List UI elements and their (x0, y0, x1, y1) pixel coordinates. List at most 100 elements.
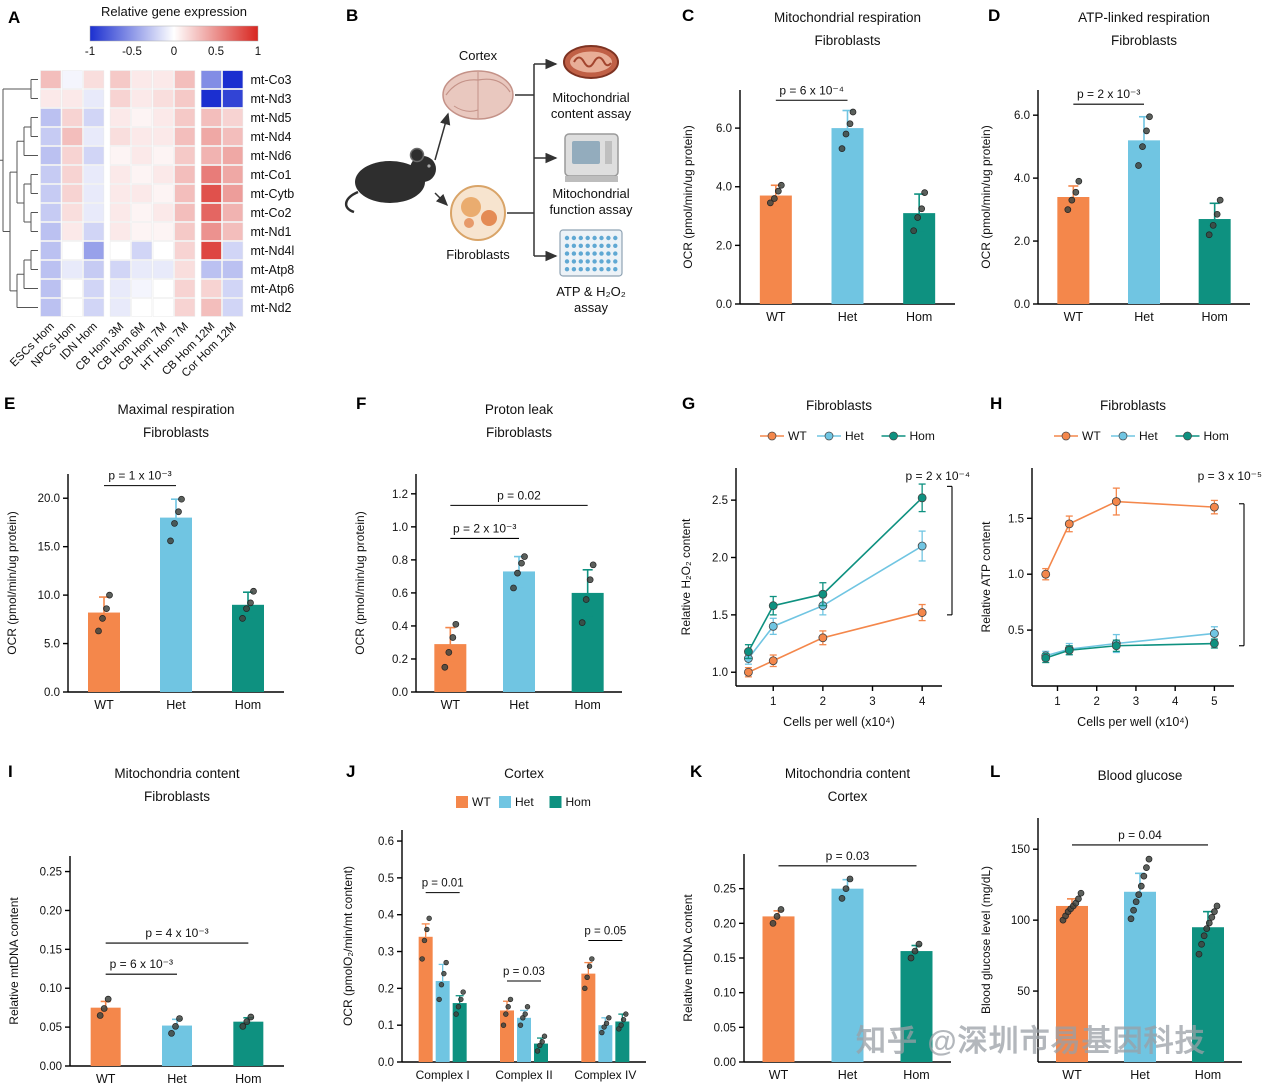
svg-text:0.15: 0.15 (40, 944, 62, 956)
svg-text:2.0: 2.0 (1014, 236, 1030, 248)
chart-K: 0.00 0.05 0.10 0.15 0.20 0.25 Relative mtDNA c… (681, 766, 951, 1082)
fibroblasts-label: Fibroblasts (446, 247, 510, 262)
svg-text:10.0: 10.0 (38, 590, 60, 602)
panel-h-chart: 0.5 1.0 1.5 Relative ATP content Fibroblasts… (976, 390, 1268, 755)
svg-text:mt-Nd6: mt-Nd6 (251, 149, 292, 163)
chart-J: 0.0 0.1 0.2 0.3 0.4 0.5 0.6 OCR (pmolO₂/min/mt … (341, 766, 646, 1082)
svg-text:Het: Het (838, 1068, 858, 1082)
arrow-mouse-to-cortex (434, 112, 451, 161)
svg-text:WT: WT (766, 310, 786, 324)
svg-text:3: 3 (1133, 696, 1139, 708)
svg-text:Het: Het (845, 429, 864, 443)
svg-text:2.0: 2.0 (712, 552, 728, 564)
watermark: 知乎 @深圳市易基因科技 (856, 1025, 1206, 1058)
svg-text:WT: WT (472, 795, 491, 809)
arrow-mouse-to-fibroblasts (434, 192, 449, 207)
svg-text:Het: Het (1139, 429, 1158, 443)
svg-text:Fibroblasts: Fibroblasts (143, 425, 209, 440)
svg-text:0.20: 0.20 (40, 905, 62, 917)
svg-text:mt-Nd4l: mt-Nd4l (251, 244, 295, 258)
svg-text:20.0: 20.0 (38, 493, 60, 505)
svg-text:0.6: 0.6 (392, 588, 408, 600)
svg-text:Cortex: Cortex (504, 766, 544, 781)
svg-text:Proton leak: Proton leak (485, 402, 554, 417)
svg-text:mt-Nd4: mt-Nd4 (251, 130, 292, 144)
function-assay-label-1: Mitochondrial (552, 186, 629, 201)
svg-text:mt-Atp6: mt-Atp6 (251, 282, 295, 296)
well-plate-icon (559, 229, 623, 277)
analyzer-icon (564, 133, 619, 182)
svg-text:2: 2 (1094, 696, 1100, 708)
svg-text:0.2: 0.2 (392, 654, 408, 666)
svg-text:-0.5: -0.5 (122, 46, 142, 58)
workflow-diagram: Mitochondrial content assay Mitochondria… (345, 45, 633, 315)
svg-text:Relative H₂O₂ content: Relative H₂O₂ content (679, 518, 693, 635)
svg-text:0.0: 0.0 (392, 687, 408, 699)
svg-text:5: 5 (1211, 696, 1217, 708)
svg-text:Fibroblasts: Fibroblasts (486, 425, 552, 440)
svg-text:WT: WT (441, 698, 461, 712)
svg-text:0.4: 0.4 (378, 910, 395, 922)
function-assay-label-2: function assay (549, 202, 633, 217)
svg-text:4: 4 (919, 696, 926, 708)
panel-letter-i: I (8, 762, 13, 781)
panel-letter-l: L (990, 762, 1001, 781)
svg-text:Relative gene expression: Relative gene expression (101, 4, 247, 19)
svg-text:mt-Atp8: mt-Atp8 (251, 263, 295, 277)
brain-icon (442, 70, 514, 120)
svg-text:mt-Nd1: mt-Nd1 (251, 225, 292, 239)
svg-text:p = 4 x 10⁻³: p = 4 x 10⁻³ (145, 926, 208, 940)
svg-text:1.0: 1.0 (392, 522, 408, 534)
svg-text:OCR (pmol/min/ug protein): OCR (pmol/min/ug protein) (353, 511, 367, 654)
panel-g-chart: 1.0 1.5 2.0 2.5 Relative H₂O₂ content Fibrobl… (676, 390, 976, 755)
svg-text:p = 6 x 10⁻³: p = 6 x 10⁻³ (110, 957, 173, 971)
chart-I: 0.00 0.05 0.10 0.15 0.20 0.25 Relative mtDNA c… (7, 766, 284, 1086)
content-assay-label-1: Mitochondrial (552, 90, 629, 105)
svg-text:p = 3 x 10⁻⁵: p = 3 x 10⁻⁵ (1198, 469, 1262, 483)
svg-text:WT: WT (1064, 310, 1084, 324)
svg-text:0.00: 0.00 (714, 1057, 736, 1069)
panel-letter-a: A (8, 8, 21, 27)
svg-text:0.25: 0.25 (40, 867, 62, 879)
panel-j-chart: 0.0 0.1 0.2 0.3 0.4 0.5 0.6 OCR (pmolO₂/min/mt … (338, 758, 658, 1092)
svg-text:Relative mtDNA content: Relative mtDNA content (7, 897, 21, 1025)
svg-text:Hom: Hom (1204, 429, 1229, 443)
svg-text:0.0: 0.0 (44, 687, 60, 699)
panel-letter-b: B (346, 6, 359, 25)
svg-text:5.0: 5.0 (44, 639, 60, 651)
mitochondria-icon (563, 45, 619, 79)
svg-text:1.0: 1.0 (712, 667, 728, 679)
svg-text:OCR (pmol/min/ug protein): OCR (pmol/min/ug protein) (681, 125, 695, 268)
svg-text:p = 0.04: p = 0.04 (1118, 828, 1162, 842)
svg-text:Het: Het (1134, 310, 1154, 324)
svg-text:Hom: Hom (1195, 1068, 1221, 1082)
svg-text:Fibroblasts: Fibroblasts (1111, 33, 1177, 48)
svg-text:1: 1 (255, 46, 261, 58)
svg-text:ATP-linked respiration: ATP-linked respiration (1078, 10, 1210, 25)
svg-text:0.10: 0.10 (714, 988, 736, 1000)
svg-text:WT: WT (96, 1072, 116, 1086)
svg-text:0.20: 0.20 (714, 918, 736, 930)
svg-text:0.1: 0.1 (378, 1020, 394, 1032)
svg-text:Het: Het (167, 1072, 187, 1086)
svg-text:0.3: 0.3 (378, 947, 394, 959)
svg-text:4.0: 4.0 (716, 182, 732, 194)
svg-text:mt-Nd5: mt-Nd5 (251, 111, 292, 125)
svg-text:Hom: Hom (235, 698, 261, 712)
svg-text:WT: WT (1062, 1068, 1082, 1082)
svg-text:0.0: 0.0 (1014, 299, 1030, 311)
svg-text:Hom: Hom (235, 1072, 261, 1086)
panel-letter-h: H (990, 394, 1003, 413)
svg-text:p = 0.01: p = 0.01 (422, 878, 464, 890)
panel-k-chart: 0.00 0.05 0.10 0.15 0.20 0.25 Relative mtDNA c… (678, 758, 973, 1092)
svg-text:p = 2 x 10⁻³: p = 2 x 10⁻³ (1077, 87, 1140, 101)
panel-i-chart: 0.00 0.05 0.10 0.15 0.20 0.25 Relative mtDNA c… (4, 758, 304, 1092)
svg-text:Relative mtDNA content: Relative mtDNA content (681, 894, 695, 1022)
svg-text:0.8: 0.8 (392, 555, 408, 567)
svg-text:15.0: 15.0 (38, 542, 60, 554)
svg-text:1.2: 1.2 (392, 489, 408, 501)
svg-text:1.5: 1.5 (712, 610, 728, 622)
panel-a-heatmap: Relative gene expression -1 -0.5 0 0.5 1 mt-Co… (0, 0, 335, 390)
chart-E: 0.0 5.0 10.0 15.0 20.0 OCR (pmol/min/ug prote… (5, 402, 284, 712)
